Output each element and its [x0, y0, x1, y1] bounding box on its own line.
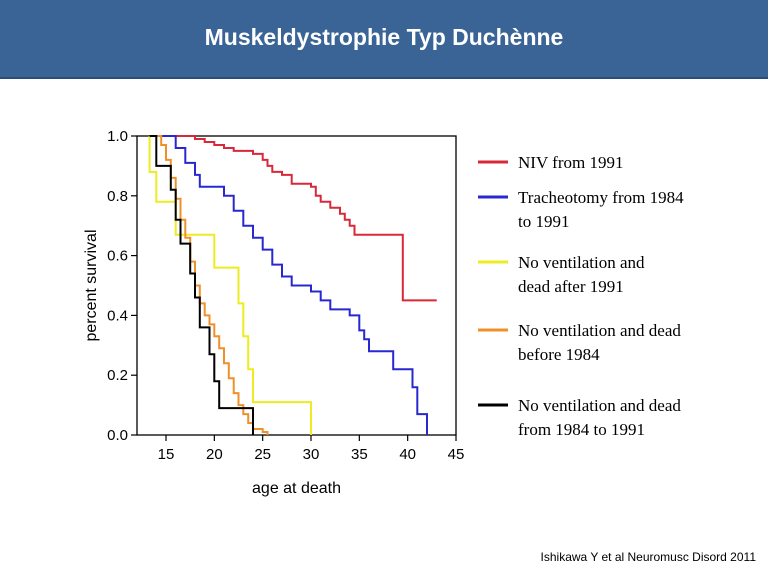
- x-tick-label: 25: [254, 446, 271, 463]
- y-tick-label: 0.6: [107, 248, 128, 265]
- chart-legend: NIV from 1991 Tracheotomy from 1984 to 199…: [478, 153, 684, 439]
- series-line-4: [154, 135, 269, 435]
- legend-label-1: NIV from 1991: [518, 153, 623, 172]
- x-tick-label: 15: [158, 446, 175, 463]
- y-axis-title: percent survival: [83, 229, 100, 341]
- slide-title: Muskeldystrophie Typ Duchènne: [204, 24, 564, 50]
- y-tick-label: 0.2: [107, 367, 128, 384]
- legend-label-5: No ventilation and dead: [518, 396, 681, 415]
- legend-label-3: No ventilation and: [518, 253, 645, 272]
- x-tick-label: 30: [303, 446, 320, 463]
- series-line-2: [156, 135, 428, 435]
- legend-label-2: to 1991: [518, 212, 569, 231]
- plot-lines: [148, 135, 437, 435]
- y-tick-label: 0.4: [107, 307, 128, 324]
- x-tick-label: 20: [206, 446, 223, 463]
- x-tick-label: 40: [399, 446, 416, 463]
- legend-label-2: Tracheotomy from 1984: [518, 188, 684, 207]
- series-line-1: [175, 135, 437, 302]
- tick-labels: 15 20 25 30 35 40 45 0.0 0.2 0.4 0.6 0.8 1.0: [107, 128, 464, 463]
- y-tick-label: 0.8: [107, 188, 128, 205]
- y-tick-label: 1.0: [107, 128, 128, 145]
- legend-label-3: dead after 1991: [518, 277, 624, 296]
- series-line-5: [149, 135, 254, 435]
- title-banner: Muskeldystrophie Typ Duchènne: [0, 0, 768, 79]
- chart-axes: [131, 135, 457, 441]
- x-tick-label: 45: [448, 446, 465, 463]
- x-axis-title: age at death: [252, 480, 341, 497]
- x-tick-label: 35: [351, 446, 368, 463]
- legend-label-5: from 1984 to 1991: [518, 420, 645, 439]
- series-line-3: [148, 136, 312, 435]
- legend-label-4: before 1984: [518, 345, 600, 364]
- citation: Ishikawa Y et al Neuromusc Disord 2011: [540, 550, 756, 564]
- legend-label-4: No ventilation and dead: [518, 321, 681, 340]
- y-tick-label: 0.0: [107, 427, 128, 444]
- plot-frame: [136, 135, 457, 436]
